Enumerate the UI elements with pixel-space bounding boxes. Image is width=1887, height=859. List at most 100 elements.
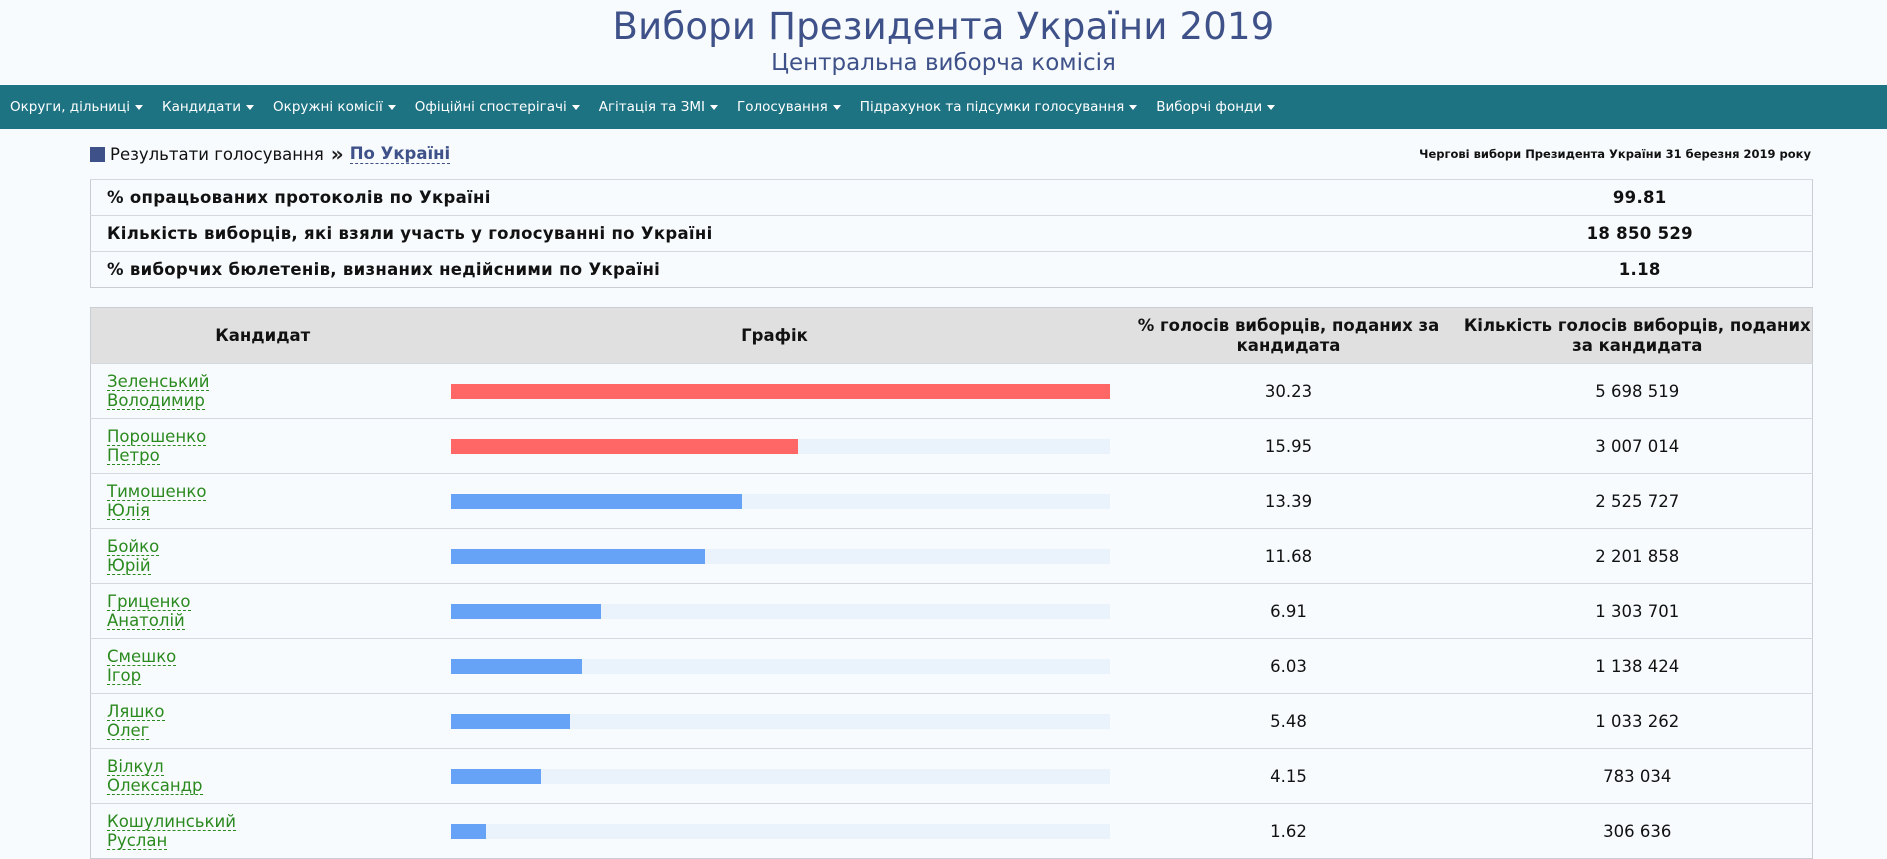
column-header-votes: Кількість голосів виборців, поданих за к… (1462, 307, 1813, 364)
nav-item-candidates[interactable]: Кандидати (162, 99, 255, 115)
nav-item-label: Агітація та ЗМІ (598, 99, 705, 115)
candidate-given-name: Руслан (107, 831, 168, 850)
candidate-given-name: Петро (107, 446, 160, 465)
table-row: Зеленський Володимир 30.23 5 698 519 (90, 363, 1813, 419)
summary-row: % опрацьованих протоколів по Україні 99.… (90, 179, 1813, 216)
breadcrumb-current-link[interactable]: По Україні (349, 143, 451, 164)
caret-down-icon (571, 105, 580, 110)
results-header-row: Кандидат Графік % голосів виборців, пода… (90, 307, 1813, 364)
candidate-link[interactable]: Смешко Ігор (107, 647, 177, 685)
table-row: Вілкул Олександр 4.15 783 034 (90, 748, 1813, 804)
candidate-link[interactable]: Бойко Юрій (107, 537, 160, 575)
votes-cell: 2 201 858 (1462, 528, 1813, 584)
bar-track (450, 383, 1110, 399)
summary-label: Кількість виборців, які взяли участь у г… (90, 215, 1468, 252)
bar-track (450, 713, 1110, 729)
breadcrumb-section: Результати голосування (110, 144, 324, 164)
candidate-surname: Гриценко (107, 592, 191, 611)
votes-cell: 3 007 014 (1462, 418, 1813, 474)
bar-track (450, 438, 1110, 454)
bar-track (450, 658, 1110, 674)
candidate-link[interactable]: Тимошенко Юлія (107, 482, 207, 520)
candidate-cell: Бойко Юрій (90, 528, 435, 584)
bar-fill (450, 713, 570, 729)
column-header-percent: % голосів виборців, поданих за кандидата (1114, 307, 1463, 364)
candidate-cell: Порошенко Петро (90, 418, 435, 474)
site-subtitle: Центральна виборча комісія (771, 50, 1116, 76)
candidate-given-name: Олександр (107, 776, 203, 795)
percent-cell: 13.39 (1114, 473, 1463, 529)
candidate-link[interactable]: Порошенко Петро (107, 427, 207, 465)
votes-cell: 5 698 519 (1462, 363, 1813, 419)
percent-cell: 5.48 (1114, 693, 1463, 749)
nav-item-label: Голосування (737, 99, 828, 115)
results-table: Кандидат Графік % голосів виборців, пода… (90, 307, 1813, 859)
bar-fill (450, 823, 486, 839)
nav-item-counting-results[interactable]: Підрахунок та підсумки голосування (859, 99, 1138, 115)
votes-cell: 2 525 727 (1462, 473, 1813, 529)
candidate-link[interactable]: Ляшко Олег (107, 702, 165, 740)
summary-label: % опрацьованих протоколів по Україні (90, 179, 1468, 216)
caret-down-icon (1129, 105, 1138, 110)
nav-item-label: Виборчі фонди (1156, 99, 1263, 115)
table-row: Смешко Ігор 6.03 1 138 424 (90, 638, 1813, 694)
chart-cell (434, 473, 1115, 529)
votes-cell: 1 138 424 (1462, 638, 1813, 694)
bar-fill (450, 768, 541, 784)
percent-cell: 6.03 (1114, 638, 1463, 694)
candidate-link[interactable]: Гриценко Анатолій (107, 592, 191, 630)
caret-down-icon (710, 105, 718, 110)
nav-item-voting[interactable]: Голосування (737, 99, 841, 115)
nav-item-label: Округи, дільниці (10, 99, 130, 115)
candidate-cell: Зеленський Володимир (90, 363, 435, 419)
nav-item-label: Офіційні спостерігачі (414, 99, 567, 115)
candidate-link[interactable]: Зеленський Володимир (107, 372, 210, 410)
caret-down-icon (246, 105, 255, 110)
candidate-surname: Тимошенко (107, 482, 207, 501)
nav-item-campaign-media[interactable]: Агітація та ЗМІ (599, 99, 718, 115)
table-row: Кошулинський Руслан 1.62 306 636 (90, 803, 1813, 859)
nav-item-label: Підрахунок та підсумки голосування (859, 99, 1125, 115)
nav-item-election-funds[interactable]: Виборчі фонди (1156, 99, 1276, 115)
table-row: Бойко Юрій 11.68 2 201 858 (90, 528, 1813, 584)
nav-item-districts[interactable]: Округи, дільниці (10, 99, 143, 115)
votes-cell: 783 034 (1462, 748, 1813, 804)
nav-item-label: Кандидати (162, 99, 242, 115)
bar-fill (450, 438, 799, 454)
candidate-surname: Вілкул (107, 757, 164, 776)
candidate-surname: Кошулинський (107, 812, 236, 831)
square-bullet-icon (90, 146, 105, 162)
chart-cell (434, 638, 1115, 694)
table-row: Гриценко Анатолій 6.91 1 303 701 (90, 583, 1813, 639)
summary-value: 1.18 (1467, 251, 1813, 288)
candidate-link[interactable]: Вілкул Олександр (107, 757, 203, 795)
candidate-cell: Гриценко Анатолій (90, 583, 435, 639)
table-row: Ляшко Олег 5.48 1 033 262 (90, 693, 1813, 749)
percent-cell: 1.62 (1114, 803, 1463, 859)
bar-track (450, 548, 1110, 564)
table-row: Тимошенко Юлія 13.39 2 525 727 (90, 473, 1813, 529)
caret-down-icon (135, 105, 143, 110)
candidate-surname: Смешко (107, 647, 177, 666)
nav-item-observers[interactable]: Офіційні спостерігачі (415, 99, 580, 115)
votes-cell: 1 033 262 (1462, 693, 1813, 749)
site-title: Вибори Президента України 2019 (612, 5, 1275, 48)
main-content: Результати голосування » По Україні Черг… (90, 129, 1813, 859)
candidate-surname: Порошенко (107, 427, 207, 446)
summary-value: 99.81 (1467, 179, 1813, 216)
candidate-link[interactable]: Кошулинський Руслан (107, 812, 236, 850)
bar-track (450, 823, 1110, 839)
summary-value: 18 850 529 (1467, 215, 1813, 252)
chart-cell (434, 748, 1115, 804)
caret-down-icon (1267, 105, 1276, 110)
candidate-cell: Смешко Ігор (90, 638, 435, 694)
bar-fill (450, 548, 706, 564)
bar-fill (450, 493, 743, 509)
percent-cell: 30.23 (1114, 363, 1463, 419)
chart-cell (434, 418, 1115, 474)
percent-cell: 6.91 (1114, 583, 1463, 639)
nav-item-commissions[interactable]: Окружні комісії (273, 99, 396, 115)
bar-track (450, 603, 1110, 619)
chart-cell (434, 583, 1115, 639)
percent-cell: 11.68 (1114, 528, 1463, 584)
